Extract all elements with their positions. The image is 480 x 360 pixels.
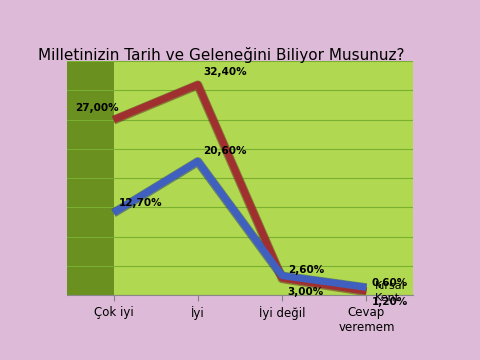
Text: 20,60%: 20,60% [204, 147, 247, 156]
Text: 2,60%: 2,60% [288, 265, 324, 275]
Polygon shape [67, 295, 413, 300]
Text: 3,00%: 3,00% [288, 287, 324, 297]
Text: 0,60%: 0,60% [372, 278, 408, 288]
Text: 27,00%: 27,00% [75, 103, 118, 113]
Text: 1,20%: 1,20% [372, 297, 408, 307]
Text: Kırsal: Kırsal [375, 280, 406, 291]
Text: Milletinizin Tarih ve Geleneğini Biliyor Musunuz?: Milletinizin Tarih ve Geleneğini Biliyor… [38, 47, 405, 63]
Text: Kent: Kent [375, 293, 400, 303]
Text: 12,70%: 12,70% [119, 198, 163, 208]
Text: 32,40%: 32,40% [204, 67, 247, 77]
Polygon shape [67, 61, 114, 295]
